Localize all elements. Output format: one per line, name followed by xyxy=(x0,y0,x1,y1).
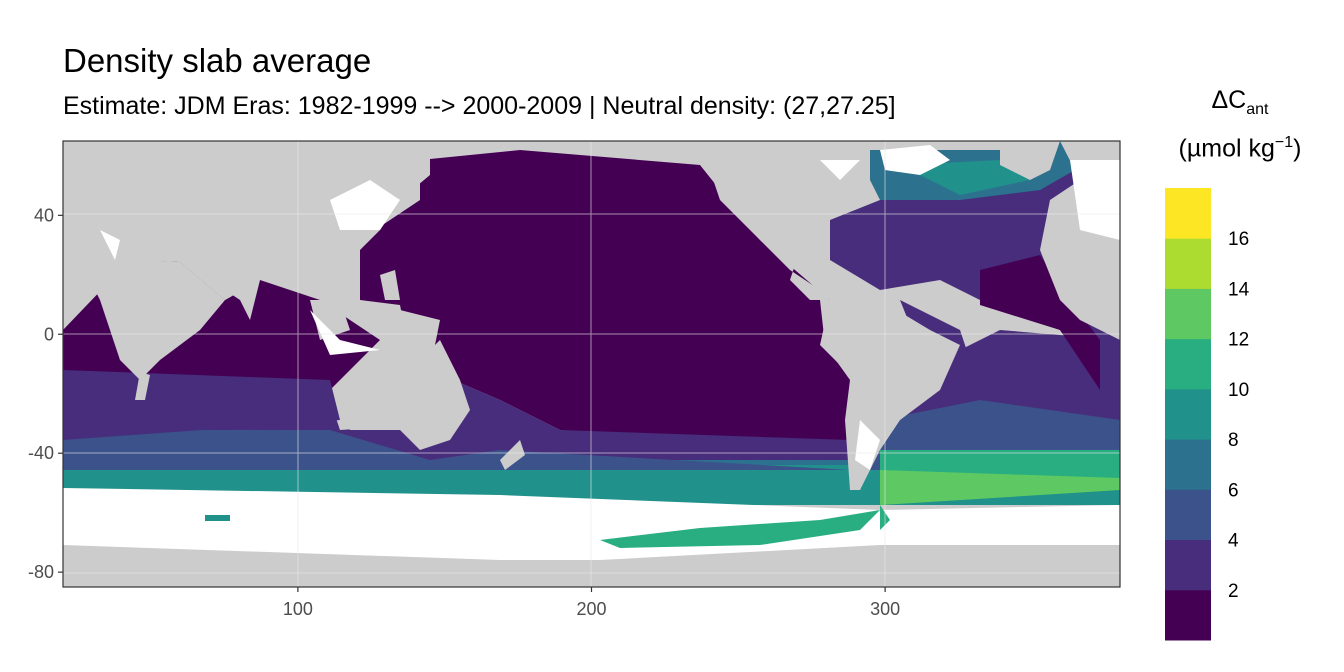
x-tick-label: 300 xyxy=(870,599,900,619)
legend-bin xyxy=(1165,489,1211,541)
no-data-areas xyxy=(100,145,1120,470)
legend-label: 10 xyxy=(1228,380,1249,401)
gridlines xyxy=(63,141,1120,587)
y-tick-label: -40 xyxy=(28,443,54,463)
legend-label: 16 xyxy=(1228,229,1249,250)
legend-title: ΔCant xyxy=(1211,86,1269,118)
x-tick-label: 200 xyxy=(576,599,606,619)
x-axis: 100 200 300 xyxy=(283,587,900,619)
legend-label: 6 xyxy=(1228,480,1239,501)
x-tick-label: 100 xyxy=(283,599,313,619)
y-tick-label: 0 xyxy=(44,324,54,344)
legend-bin xyxy=(1165,238,1211,289)
map-panel xyxy=(63,141,1120,587)
legend-label: 12 xyxy=(1228,330,1249,351)
legend-bin xyxy=(1165,288,1211,340)
legend-label: 8 xyxy=(1228,430,1239,451)
legend-bin xyxy=(1165,439,1211,490)
y-tick-label: 40 xyxy=(34,205,54,225)
plot-title: Density slab average xyxy=(63,42,372,79)
legend-bin xyxy=(1165,539,1211,591)
legend-label: 14 xyxy=(1228,279,1250,300)
legend-label: 4 xyxy=(1228,531,1239,552)
y-tick-label: -80 xyxy=(28,562,54,582)
legend-bin xyxy=(1165,589,1211,641)
legend-bin xyxy=(1165,188,1211,239)
legend-units: (µmol kg−1) xyxy=(1178,134,1302,163)
legend-colorbar xyxy=(1165,188,1211,641)
legend-bin xyxy=(1165,338,1211,390)
legend-label: 2 xyxy=(1228,581,1239,602)
legend-bin xyxy=(1165,388,1211,440)
plot-subtitle: Estimate: JDM Eras: 1982-1999 --> 2000-2… xyxy=(63,92,896,120)
y-axis: 40 0 -40 -80 xyxy=(28,205,63,582)
legend-labels: 2 4 6 8 10 12 14 16 xyxy=(1228,229,1250,602)
